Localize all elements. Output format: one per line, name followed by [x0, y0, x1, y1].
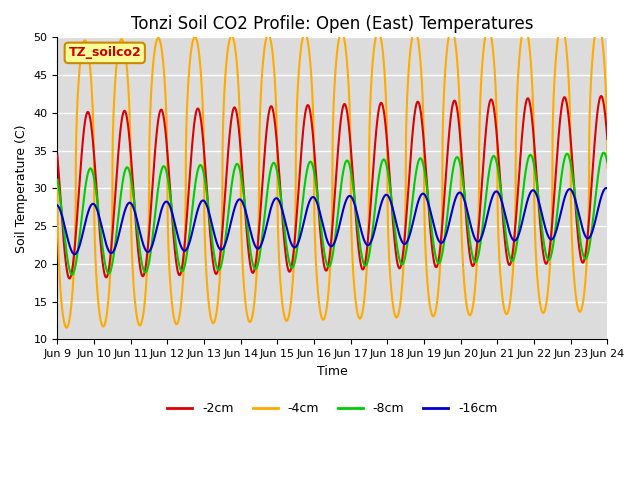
-4cm — [604, 165, 611, 170]
-4cm — [154, 36, 161, 42]
-2cm — [54, 153, 61, 159]
-4cm — [595, 22, 602, 27]
-2cm — [506, 262, 513, 268]
Line: -4cm: -4cm — [58, 24, 607, 328]
Line: -8cm: -8cm — [58, 153, 607, 275]
-8cm — [600, 150, 607, 156]
-8cm — [412, 175, 419, 181]
-8cm — [264, 186, 271, 192]
Y-axis label: Soil Temperature (C): Soil Temperature (C) — [15, 124, 28, 252]
-8cm — [604, 160, 611, 166]
Title: Tonzi Soil CO2 Profile: Open (East) Temperatures: Tonzi Soil CO2 Profile: Open (East) Temp… — [131, 15, 534, 33]
-4cm — [464, 309, 472, 314]
-2cm — [604, 136, 611, 142]
-8cm — [464, 222, 472, 228]
-4cm — [63, 325, 70, 331]
-8cm — [68, 272, 76, 277]
-8cm — [154, 192, 161, 197]
-2cm — [412, 107, 419, 113]
-4cm — [412, 27, 419, 33]
-16cm — [383, 192, 391, 198]
-8cm — [54, 177, 61, 182]
-16cm — [604, 185, 611, 191]
-2cm — [264, 118, 271, 124]
-2cm — [464, 235, 472, 241]
-4cm — [506, 301, 513, 307]
-8cm — [383, 166, 391, 172]
Legend: -2cm, -4cm, -8cm, -16cm: -2cm, -4cm, -8cm, -16cm — [163, 397, 502, 420]
Text: TZ_soilco2: TZ_soilco2 — [68, 47, 141, 60]
Line: -16cm: -16cm — [58, 188, 607, 254]
-16cm — [602, 185, 610, 191]
-16cm — [71, 252, 79, 257]
-2cm — [383, 142, 391, 148]
-2cm — [66, 276, 74, 281]
-8cm — [506, 254, 513, 260]
-4cm — [383, 156, 391, 161]
-16cm — [464, 210, 472, 216]
-2cm — [154, 123, 161, 129]
-16cm — [154, 223, 161, 228]
-16cm — [54, 203, 61, 208]
-2cm — [597, 93, 605, 99]
-4cm — [264, 32, 271, 38]
-16cm — [506, 229, 513, 235]
-16cm — [412, 210, 419, 216]
Line: -2cm: -2cm — [58, 96, 607, 278]
-4cm — [54, 181, 61, 187]
X-axis label: Time: Time — [317, 365, 348, 378]
-16cm — [264, 218, 271, 224]
